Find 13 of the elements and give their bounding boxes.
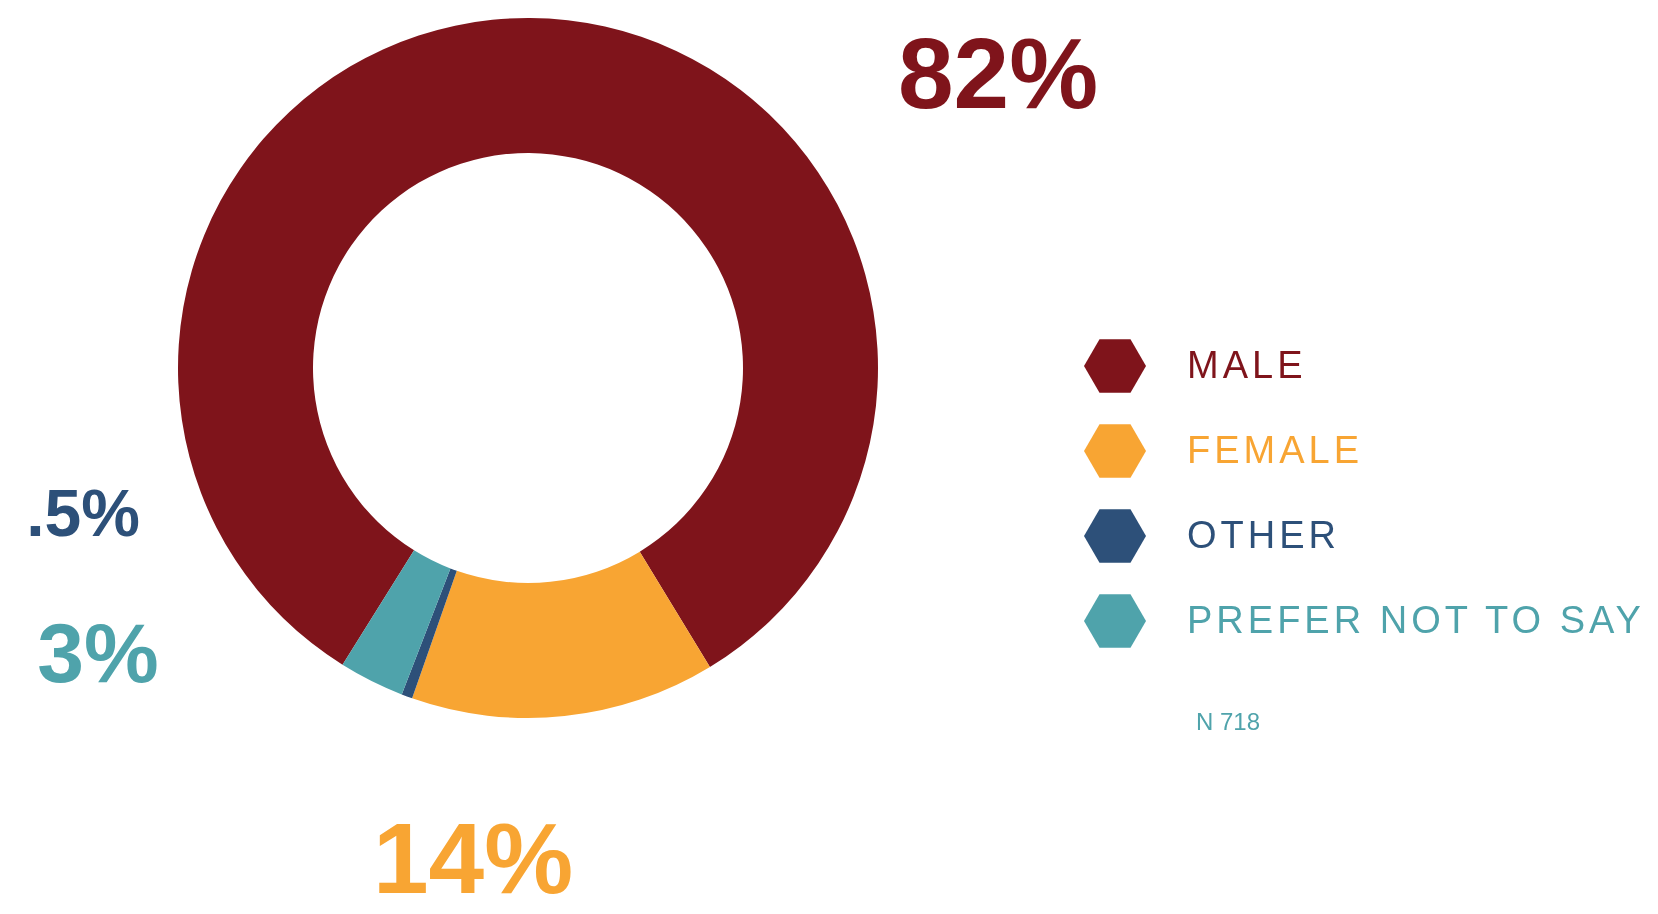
text: N 718 <box>1196 708 1261 736</box>
data-label: 3% <box>37 606 159 700</box>
legend-label: MALE <box>1187 344 1307 387</box>
donut-slice <box>342 550 451 695</box>
donut-slice <box>401 568 457 699</box>
donut-slice <box>178 18 878 668</box>
legend-label: OTHER <box>1187 514 1340 557</box>
data-label: 14% <box>372 802 574 914</box>
data-label: 82% <box>897 17 1099 129</box>
legend-label: PREFER NOT TO SAY <box>1187 599 1645 642</box>
data-label: .5% <box>26 476 140 550</box>
donut-slice <box>412 551 710 718</box>
legend-label: FEMALE <box>1187 429 1364 472</box>
